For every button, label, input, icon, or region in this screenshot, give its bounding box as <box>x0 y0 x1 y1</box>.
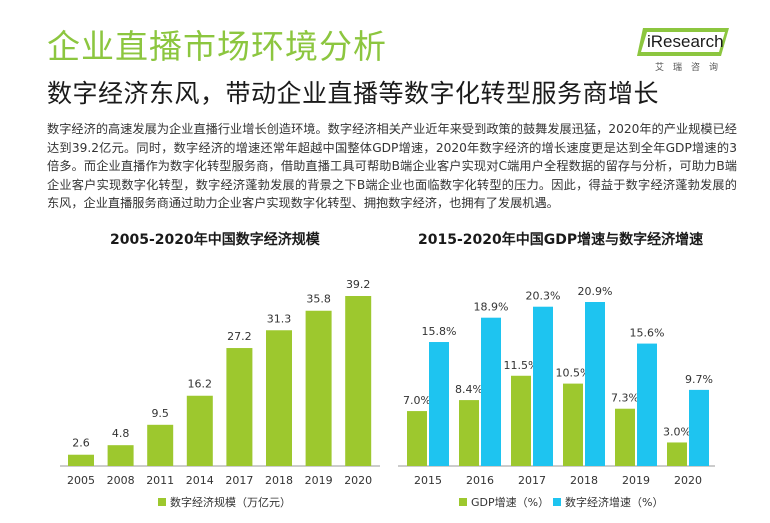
chart2-data-label-gdp-2018: 10.5% <box>556 367 591 380</box>
chart1-bar-2020 <box>345 296 372 466</box>
chart2-data-label-gdp-2020: 3.0% <box>663 425 691 438</box>
chart2-data-label-gdp-2017: 11.5% <box>504 359 539 372</box>
chart2-data-label-digital-2019: 15.6% <box>630 327 665 340</box>
chart1-tick-label-2018: 2018 <box>265 474 293 487</box>
page-subtitle: 数字经济东风，带动企业直播等数字化转型服务商增长 <box>47 79 660 108</box>
chart1-tick-label-2019: 2019 <box>305 474 333 487</box>
chart2-tick-label-2019: 2019 <box>622 474 650 487</box>
chart1-data-label-2005: 2.6 <box>72 437 90 450</box>
chart1-legend-label: 数字经济规模（万亿元） <box>170 495 291 509</box>
chart1-data-label-2020: 39.2 <box>346 278 371 291</box>
chart1-tick-label-2020: 2020 <box>344 474 372 487</box>
chart2-tick-label-2015: 2015 <box>414 474 442 487</box>
chart1-data-label-2017: 27.2 <box>227 330 252 343</box>
chart2-legend-label-digital: 数字经济增速（%） <box>565 495 663 509</box>
chart2-bar-digital-2019 <box>637 343 657 466</box>
chart2-bar-digital-2018 <box>585 302 605 466</box>
page-title: 企业直播市场环境分析 <box>47 27 387 66</box>
chart2-legend-swatch-digital <box>553 498 561 506</box>
chart2-data-label-digital-2018: 20.9% <box>578 285 613 298</box>
chart2-bar-gdp-2015 <box>407 411 427 466</box>
chart2-bar-digital-2020 <box>689 389 709 466</box>
chart2-bar-digital-2017 <box>533 306 553 466</box>
chart1-title: 2005-2020年中国数字经济规模 <box>110 232 320 248</box>
chart2-data-label-gdp-2015: 7.0% <box>403 394 431 407</box>
chart2-data-label-digital-2015: 15.8% <box>422 325 457 338</box>
chart2-legend-label-gdp: GDP增速（%） <box>471 495 549 509</box>
chart1-bar-2018 <box>266 330 292 466</box>
chart2-data-label-digital-2016: 18.9% <box>474 301 509 314</box>
chart1-data-label-2018: 31.3 <box>267 312 292 325</box>
chart2-data-label-gdp-2019: 7.3% <box>611 392 639 405</box>
logo-text: iResearch <box>647 32 724 51</box>
chart1-tick-label-2014: 2014 <box>186 474 214 487</box>
chart2-bar-digital-2016 <box>481 317 501 466</box>
description-paragraph: 数字经济的高速发展为企业直播行业增长创造环境。数字经济相关产业近年来受到政策的鼓… <box>47 122 737 210</box>
chart1-tick-label-2008: 2008 <box>107 474 135 487</box>
chart2-bar-gdp-2018 <box>563 383 583 466</box>
chart2-tick-label-2018: 2018 <box>570 474 598 487</box>
chart2-bar-gdp-2017 <box>511 375 531 466</box>
chart2-bar-digital-2015 <box>429 342 449 466</box>
chart1-data-label-2008: 4.8 <box>112 427 130 440</box>
chart2-title: 2015-2020年中国GDP增速与数字经济增速 <box>418 232 704 248</box>
logo-cn: 艾瑞咨询 <box>655 63 728 73</box>
chart2-bar-gdp-2016 <box>459 400 479 466</box>
logo-mark-icon <box>637 28 729 56</box>
chart2-data-label-digital-2017: 20.3% <box>526 290 561 303</box>
chart2-tick-label-2016: 2016 <box>466 474 494 487</box>
chart1-bar-2014 <box>186 395 213 466</box>
chart2-tick-label-2020: 2020 <box>674 474 702 487</box>
chart1-tick-label-2011: 2011 <box>146 474 174 487</box>
chart2-data-label-gdp-2016: 8.4% <box>455 383 483 396</box>
chart1-bar-2019 <box>305 310 332 466</box>
chart1-bar-2005 <box>68 454 94 466</box>
chart2-data-label-digital-2020: 9.7% <box>685 373 713 386</box>
chart1-legend-swatch <box>158 498 166 506</box>
chart2-legend-swatch-gdp <box>459 498 467 506</box>
chart2-bar-gdp-2019 <box>615 408 635 466</box>
chart1-bar-2017 <box>226 348 253 466</box>
chart1-tick-label-2017: 2017 <box>225 474 253 487</box>
chart1-bar-2008 <box>107 445 134 466</box>
chart2-tick-label-2017: 2017 <box>518 474 546 487</box>
chart2-bar-gdp-2020 <box>667 442 687 466</box>
chart1-data-label-2019: 35.8 <box>306 293 331 306</box>
chart1-bar-2011 <box>147 424 174 466</box>
chart1-data-label-2011: 9.5 <box>151 407 169 420</box>
chart1-data-label-2014: 16.2 <box>188 378 213 391</box>
iresearch-logo: iResearch 艾瑞咨询 <box>637 26 729 74</box>
chart1-tick-label-2005: 2005 <box>67 474 95 487</box>
